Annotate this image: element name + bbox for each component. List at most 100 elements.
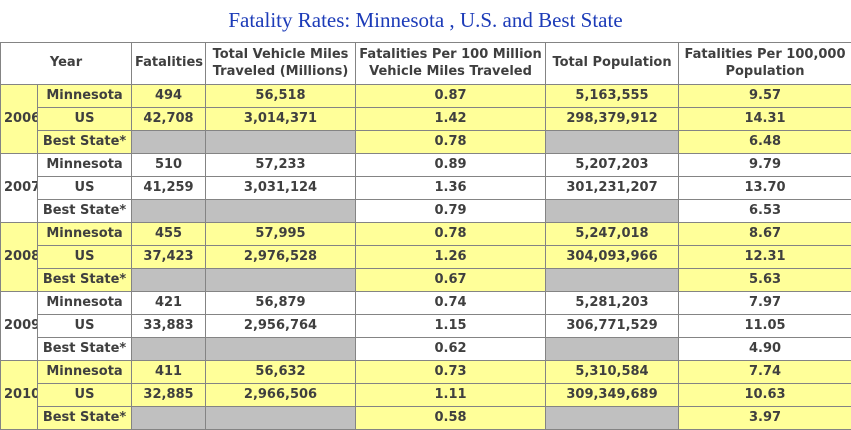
- entity-cell: US: [38, 384, 132, 407]
- total-population-cell: 298,379,912: [546, 108, 679, 131]
- total-population-cell: [546, 131, 679, 154]
- fatalities-per-100k-pop-cell: 6.53: [679, 200, 851, 223]
- vehicle-miles-cell: 56,879: [206, 292, 356, 315]
- vehicle-miles-cell: 2,966,506: [206, 384, 356, 407]
- table-row: Best State* 0.78 6.48: [1, 131, 851, 154]
- col-header-fatalities-per-100m-vmt: Fatalities Per 100 Million Vehicle Miles…: [356, 43, 546, 85]
- vehicle-miles-cell: 2,976,528: [206, 246, 356, 269]
- fatalities-per-100k-pop-cell: 7.74: [679, 361, 851, 384]
- entity-cell: Best State*: [38, 407, 132, 430]
- total-population-cell: [546, 269, 679, 292]
- vehicle-miles-cell: 3,031,124: [206, 177, 356, 200]
- year-cell: 2006: [1, 85, 38, 154]
- fatalities-cell: 421: [132, 292, 206, 315]
- fatalities-per-100m-vmt-cell: 0.79: [356, 200, 546, 223]
- fatalities-cell: 494: [132, 85, 206, 108]
- total-population-cell: 301,231,207: [546, 177, 679, 200]
- fatalities-per-100m-vmt-cell: 0.78: [356, 223, 546, 246]
- fatalities-cell: [132, 269, 206, 292]
- fatalities-per-100m-vmt-cell: 1.26: [356, 246, 546, 269]
- fatality-rates-table: Year Fatalities Total Vehicle Miles Trav…: [0, 42, 851, 430]
- col-header-fatalities-per-100k-pop: Fatalities Per 100,000 Population: [679, 43, 851, 85]
- fatalities-per-100m-vmt-cell: 1.42: [356, 108, 546, 131]
- fatalities-cell: 32,885: [132, 384, 206, 407]
- fatalities-cell: [132, 338, 206, 361]
- fatalities-cell: 510: [132, 154, 206, 177]
- vehicle-miles-cell: [206, 407, 356, 430]
- total-population-cell: 309,349,689: [546, 384, 679, 407]
- vehicle-miles-cell: 57,233: [206, 154, 356, 177]
- col-header-fatalities: Fatalities: [132, 43, 206, 85]
- fatalities-per-100m-vmt-cell: 0.73: [356, 361, 546, 384]
- vehicle-miles-cell: [206, 200, 356, 223]
- vehicle-miles-cell: 2,956,764: [206, 315, 356, 338]
- total-population-cell: 5,281,203: [546, 292, 679, 315]
- vehicle-miles-cell: 56,632: [206, 361, 356, 384]
- fatalities-per-100m-vmt-cell: 0.74: [356, 292, 546, 315]
- fatalities-per-100m-vmt-cell: 0.87: [356, 85, 546, 108]
- fatalities-cell: 33,883: [132, 315, 206, 338]
- year-cell: 2009: [1, 292, 38, 361]
- header-row: Year Fatalities Total Vehicle Miles Trav…: [1, 43, 851, 85]
- fatalities-per-100m-vmt-cell: 1.15: [356, 315, 546, 338]
- fatalities-per-100m-vmt-cell: 0.78: [356, 131, 546, 154]
- page-title: Fatality Rates: Minnesota , U.S. and Bes…: [0, 6, 851, 34]
- entity-cell: US: [38, 177, 132, 200]
- vehicle-miles-cell: [206, 338, 356, 361]
- vehicle-miles-cell: [206, 269, 356, 292]
- fatalities-cell: [132, 131, 206, 154]
- fatalities-per-100k-pop-cell: 4.90: [679, 338, 851, 361]
- vehicle-miles-cell: 56,518: [206, 85, 356, 108]
- col-header-year: Year: [1, 43, 132, 85]
- fatalities-per-100m-vmt-cell: 1.36: [356, 177, 546, 200]
- year-cell: 2007: [1, 154, 38, 223]
- total-population-cell: 5,207,203: [546, 154, 679, 177]
- total-population-cell: 5,163,555: [546, 85, 679, 108]
- fatalities-per-100k-pop-cell: 12.31: [679, 246, 851, 269]
- fatalities-per-100m-vmt-cell: 0.67: [356, 269, 546, 292]
- entity-cell: US: [38, 315, 132, 338]
- fatalities-cell: [132, 407, 206, 430]
- year-cell: 2010: [1, 361, 38, 430]
- fatalities-per-100k-pop-cell: 10.63: [679, 384, 851, 407]
- fatalities-cell: 455: [132, 223, 206, 246]
- fatalities-per-100m-vmt-cell: 0.89: [356, 154, 546, 177]
- col-header-vehicle-miles: Total Vehicle Miles Traveled (Millions): [206, 43, 356, 85]
- fatalities-per-100k-pop-cell: 6.48: [679, 131, 851, 154]
- total-population-cell: [546, 200, 679, 223]
- entity-cell: Minnesota: [38, 85, 132, 108]
- entity-cell: Minnesota: [38, 292, 132, 315]
- total-population-cell: 306,771,529: [546, 315, 679, 338]
- year-cell: 2008: [1, 223, 38, 292]
- fatalities-per-100k-pop-cell: 9.57: [679, 85, 851, 108]
- page: Fatality Rates: Minnesota , U.S. and Bes…: [0, 6, 851, 430]
- entity-cell: Best State*: [38, 131, 132, 154]
- table-header: Year Fatalities Total Vehicle Miles Trav…: [1, 43, 851, 85]
- fatalities-cell: 42,708: [132, 108, 206, 131]
- total-population-cell: 304,093,966: [546, 246, 679, 269]
- entity-cell: Best State*: [38, 269, 132, 292]
- col-header-total-population: Total Population: [546, 43, 679, 85]
- fatalities-cell: [132, 200, 206, 223]
- fatalities-per-100m-vmt-cell: 1.11: [356, 384, 546, 407]
- fatalities-per-100k-pop-cell: 11.05: [679, 315, 851, 338]
- total-population-cell: [546, 338, 679, 361]
- entity-cell: Minnesota: [38, 223, 132, 246]
- fatalities-cell: 411: [132, 361, 206, 384]
- total-population-cell: 5,247,018: [546, 223, 679, 246]
- fatalities-per-100k-pop-cell: 7.97: [679, 292, 851, 315]
